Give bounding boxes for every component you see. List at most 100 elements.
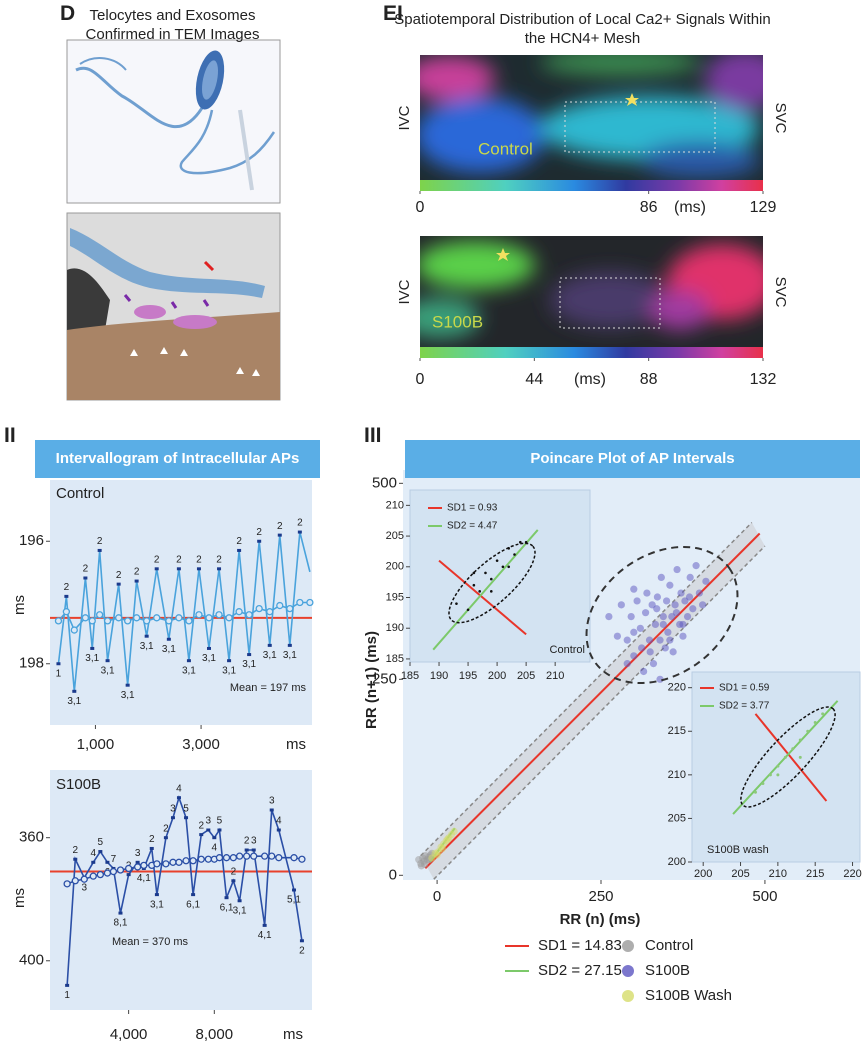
point — [103, 617, 112, 625]
point-marker — [267, 643, 272, 647]
point — [683, 612, 692, 621]
point-marker — [292, 888, 297, 892]
point — [205, 614, 213, 622]
point-marker — [154, 893, 159, 897]
heatmap-signal — [420, 55, 763, 178]
legend-swatch — [622, 965, 634, 977]
point — [229, 854, 238, 862]
x-axis-label: RR (n) (ms) — [560, 911, 641, 928]
chart-label: Control — [56, 485, 104, 502]
point — [175, 858, 183, 866]
chart-label: Control — [550, 644, 585, 656]
point — [255, 604, 263, 613]
point — [677, 589, 685, 597]
point — [664, 628, 672, 636]
point — [495, 559, 499, 562]
point — [821, 712, 825, 716]
point — [669, 648, 677, 656]
y-tick-label: 195 — [386, 591, 404, 603]
y-tick-label: 196 — [19, 532, 44, 549]
point — [761, 782, 765, 786]
point — [679, 632, 687, 640]
point — [659, 612, 667, 621]
tem-image-bottom — [66, 212, 281, 401]
point-label: 3 — [206, 816, 212, 827]
point — [640, 667, 648, 676]
point-label: 2 — [163, 823, 169, 834]
nucleus — [201, 60, 219, 100]
legend-label: SD2 = 4.47 — [447, 521, 498, 532]
guide-line — [420, 521, 753, 857]
point-marker — [73, 857, 78, 861]
point — [605, 612, 613, 621]
point-marker — [176, 567, 181, 571]
x-tick-label: 195 — [459, 670, 477, 682]
point-marker — [125, 683, 130, 687]
point-marker — [176, 796, 181, 800]
series-line — [424, 532, 761, 869]
x-tick-label: 185 — [401, 670, 419, 682]
colorbar-tick-label: 88 — [640, 371, 658, 388]
panel-title: Telocytes and Exosomes Confirmed in TEM … — [85, 7, 260, 43]
colorbar-tick-label: 132 — [750, 371, 777, 388]
point — [623, 660, 631, 668]
series-line — [432, 529, 539, 651]
point — [783, 755, 787, 759]
point — [250, 852, 258, 860]
point — [268, 852, 276, 860]
point — [88, 617, 96, 625]
point-marker — [186, 659, 191, 663]
point — [225, 614, 233, 622]
point — [109, 867, 118, 876]
point — [175, 614, 183, 622]
y-tick-label: 200 — [668, 856, 686, 868]
point — [433, 851, 441, 859]
point — [103, 869, 112, 877]
point-label: 2 — [72, 845, 78, 856]
point — [617, 601, 625, 609]
point — [666, 636, 674, 644]
legend-swatch — [622, 990, 634, 1002]
point-marker — [134, 579, 139, 583]
point — [776, 773, 780, 777]
point — [643, 589, 651, 597]
y-tick-label: 210 — [668, 769, 686, 781]
point — [484, 571, 487, 575]
point-label: 2 — [176, 554, 182, 565]
guide-line — [433, 545, 766, 880]
chart-label: S100B wash — [707, 844, 769, 856]
point-marker — [83, 576, 88, 580]
y-tick-label: 360 — [19, 829, 44, 846]
point — [813, 721, 817, 725]
point — [275, 854, 283, 862]
point-marker — [163, 836, 168, 840]
legend-swatch — [622, 940, 634, 952]
colorbar — [420, 180, 763, 191]
point-label: 5 — [98, 837, 104, 848]
point-label: 3,1 — [242, 659, 256, 670]
point — [286, 604, 294, 613]
point-marker — [227, 659, 232, 663]
point — [489, 577, 493, 581]
x-tick-label: 200 — [488, 670, 506, 682]
point-marker — [72, 689, 77, 693]
point — [215, 611, 223, 619]
point-marker — [170, 816, 175, 820]
point — [80, 875, 88, 883]
ellipse — [705, 55, 763, 110]
point-marker — [105, 659, 110, 663]
panel-banner: Intervallogram of Intracellular APs — [35, 440, 320, 478]
point-label: 2 — [116, 570, 122, 581]
point — [296, 598, 304, 607]
point — [653, 593, 661, 601]
x-tick-label: 4,000 — [110, 1026, 148, 1043]
annotation: Mean = 370 ms — [112, 936, 189, 948]
point — [489, 590, 493, 593]
point-label: 6,1 — [220, 902, 234, 913]
panel-label: III — [364, 424, 382, 447]
point — [656, 636, 664, 644]
point — [478, 590, 481, 593]
point — [222, 854, 231, 862]
point — [689, 605, 697, 613]
